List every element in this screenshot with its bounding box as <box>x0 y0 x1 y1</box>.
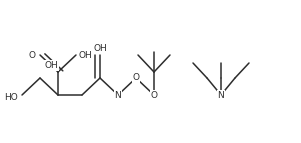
Text: O: O <box>132 74 139 83</box>
Text: HO: HO <box>4 93 18 102</box>
Text: OH: OH <box>44 61 58 70</box>
Text: N: N <box>115 91 121 100</box>
Text: N: N <box>218 91 224 100</box>
Text: O: O <box>29 50 36 59</box>
Text: O: O <box>150 91 157 100</box>
Text: OH: OH <box>79 50 93 59</box>
Text: OH: OH <box>93 44 107 53</box>
